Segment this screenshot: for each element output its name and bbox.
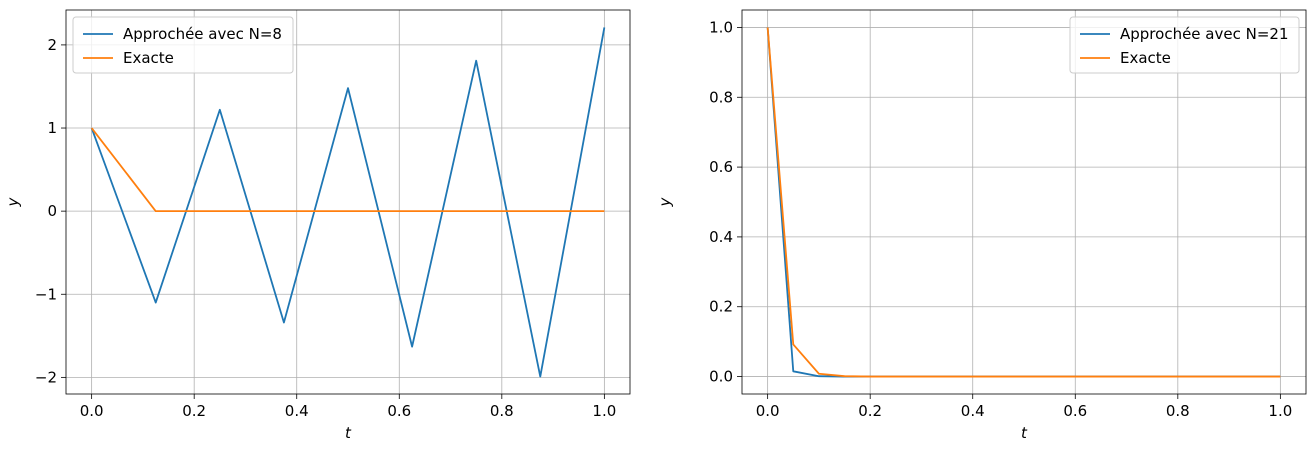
legend-label: Exacte <box>123 49 174 67</box>
y-tick-label: 0.6 <box>709 158 733 176</box>
y-tick-label: 2 <box>47 36 57 54</box>
x-tick-label: 0.0 <box>756 402 780 420</box>
right-plot: 0.0 0.2 0.4 0.6 0.8 1.0 0.0 0.2 0.4 0.6 0.8 1.0 t y Ap… <box>656 9 1307 442</box>
series-line-exact <box>766 27 1281 378</box>
y-axis-label: y <box>656 196 674 207</box>
y-tick-label: 1.0 <box>709 18 733 36</box>
y-tick-label: 0.8 <box>709 88 733 106</box>
legend: Approchée avec N=8 Exacte <box>72 16 294 74</box>
x-tick-label: 0.8 <box>490 402 514 420</box>
x-tick-label: 0.0 <box>80 402 104 420</box>
y-axis-label: y <box>4 196 22 207</box>
x-tick-label: 1.0 <box>592 402 616 420</box>
x-tick-label: 0.2 <box>182 402 206 420</box>
series-line-exact <box>90 127 605 213</box>
y-tick-label: −2 <box>35 368 57 386</box>
x-tick-label: 0.2 <box>858 402 882 420</box>
legend-frame <box>1069 16 1300 74</box>
x-tick-label: 0.8 <box>1166 402 1190 420</box>
x-tick-label: 0.4 <box>285 402 309 420</box>
y-tick-label: 0.4 <box>709 228 733 246</box>
y-tick-label: 0.2 <box>709 298 733 316</box>
x-tick-label: 1.0 <box>1268 402 1292 420</box>
x-tick-label: 0.6 <box>387 402 411 420</box>
legend-label: Approchée avec N=21 <box>1120 25 1289 43</box>
legend: Approchée avec N=21 Exacte <box>1069 16 1300 74</box>
legend-label: Exacte <box>1120 49 1171 67</box>
y-tick-label: 0 <box>47 202 57 220</box>
y-tick-label: 0.0 <box>709 368 733 386</box>
axes-frame <box>65 9 631 395</box>
y-tick-label: −1 <box>35 285 57 303</box>
series-line-approx <box>90 27 606 378</box>
series-line-approx <box>766 27 1281 378</box>
x-axis-label: t <box>1021 424 1028 442</box>
legend-label: Approchée avec N=8 <box>123 25 282 43</box>
y-tick-label: 1 <box>47 119 57 137</box>
axes-frame <box>741 9 1307 395</box>
x-axis-label: t <box>345 424 352 442</box>
left-plot: 0.0 0.2 0.4 0.6 0.8 1.0 −2 −1 0 1 2 t y Approchée ave… <box>4 9 631 442</box>
x-tick-label: 0.6 <box>1063 402 1087 420</box>
x-tick-label: 0.4 <box>961 402 985 420</box>
legend-frame <box>72 16 294 74</box>
